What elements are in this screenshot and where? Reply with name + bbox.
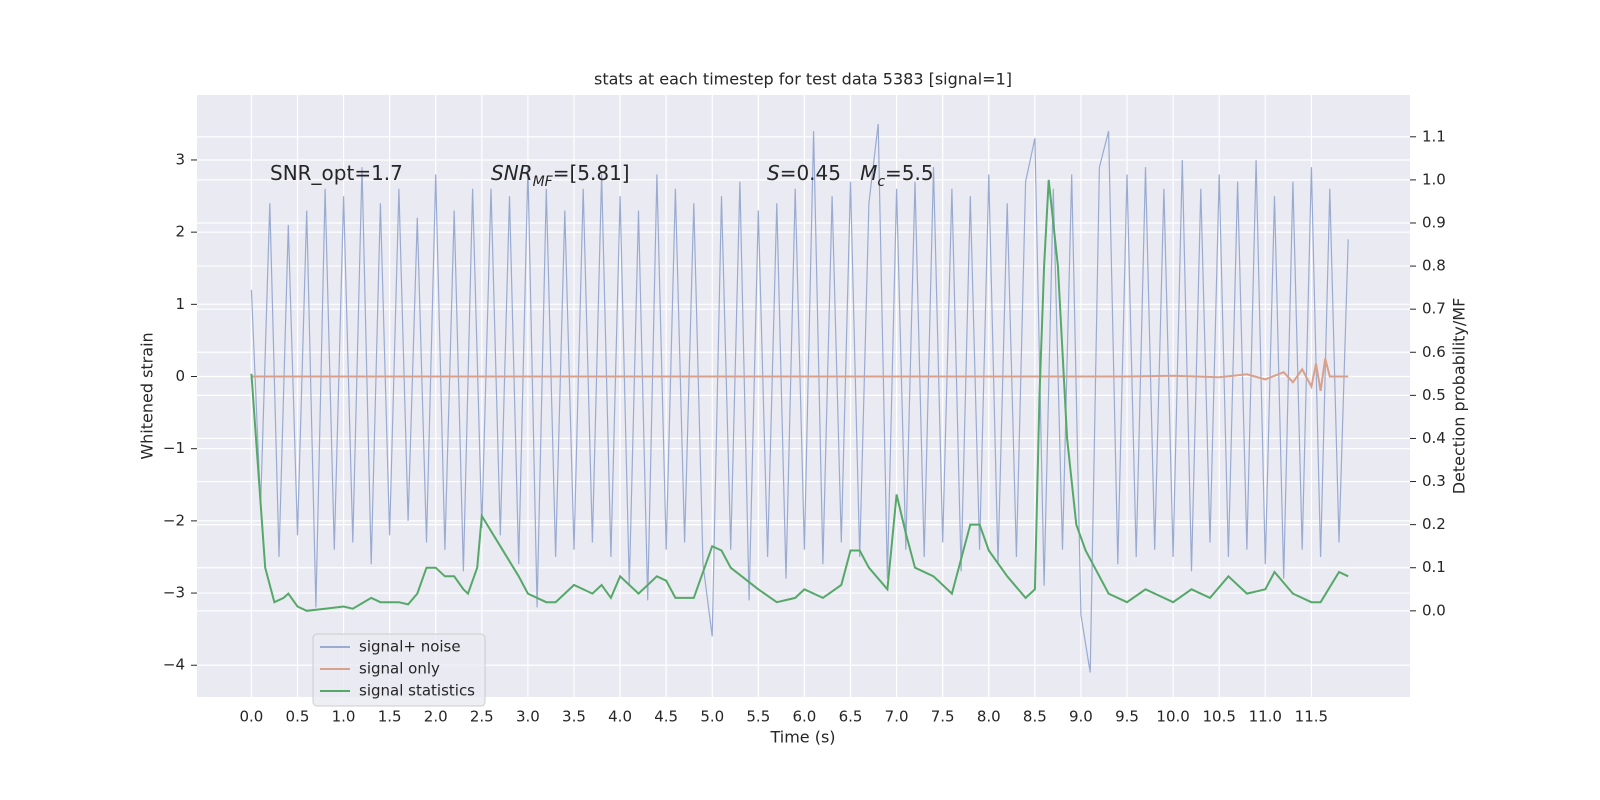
y2-tick-label: 0.0 — [1422, 601, 1446, 619]
x-tick-label: 1.0 — [332, 708, 356, 726]
x-tick-label: 10.5 — [1202, 708, 1235, 726]
y2-tick-label: 1.1 — [1422, 127, 1446, 145]
x-tick-label: 4.5 — [654, 708, 678, 726]
x-tick-label: 11.5 — [1295, 708, 1328, 726]
annotation-part: SNR — [491, 161, 533, 185]
y-tick-label: −1 — [163, 439, 185, 457]
x-tick-label: 8.5 — [1023, 708, 1047, 726]
annotation: S=0.45 Mc=5.5 — [767, 161, 934, 191]
y2-axis-label: Detection probability/MF — [1450, 298, 1469, 495]
y2-tick-label: 0.7 — [1422, 300, 1446, 318]
y-tick-label: 2 — [175, 223, 185, 241]
y-tick-label: −2 — [163, 511, 185, 529]
y-tick-label: 1 — [175, 295, 185, 313]
y-tick-label: −4 — [163, 656, 185, 674]
plot-area — [197, 95, 1410, 697]
series-line — [251, 358, 1349, 392]
x-tick-label: 9.5 — [1115, 708, 1139, 726]
x-tick-label: 9.0 — [1069, 708, 1093, 726]
x-tick-label: 4.0 — [608, 708, 632, 726]
x-tick-label: 5.5 — [746, 708, 770, 726]
x-tick-label: 3.0 — [516, 708, 540, 726]
x-tick-label: 6.0 — [792, 708, 816, 726]
x-tick-label: 7.0 — [885, 708, 909, 726]
annotation: SNRMF=[5.81] — [491, 161, 630, 191]
annotation-part: MF — [533, 174, 554, 190]
annotation-part: SNR_opt=1.7 — [270, 161, 403, 185]
legend-label: signal only — [359, 660, 440, 678]
x-tick-label: 2.0 — [424, 708, 448, 726]
annotation-part: S — [767, 161, 780, 185]
x-tick-label: 1.5 — [378, 708, 402, 726]
legend-label: signal statistics — [359, 682, 475, 700]
annotation-part: c — [877, 174, 885, 190]
y2-tick-label: 0.2 — [1422, 515, 1446, 533]
marks — [250, 123, 1349, 673]
y2-tick-label: 0.9 — [1422, 213, 1446, 231]
series-line — [250, 179, 1349, 612]
x-tick-label: 7.5 — [931, 708, 955, 726]
annotation-part: M — [860, 161, 877, 185]
series-line — [250, 123, 1349, 673]
annotation: SNR_opt=1.7 — [270, 161, 403, 185]
annotation-part: =[5.81] — [553, 161, 630, 185]
y-tick-label: 0 — [175, 367, 185, 385]
y2-tick-label: 1.0 — [1422, 170, 1446, 188]
annotation-part: =5.5 — [885, 161, 934, 185]
y2-tick-label: 0.5 — [1422, 386, 1446, 404]
chart-title: stats at each timestep for test data 538… — [594, 70, 1012, 89]
x-tick-label: 8.0 — [977, 708, 1001, 726]
y2-tick-label: 0.8 — [1422, 257, 1446, 275]
x-tick-label: 0.5 — [286, 708, 310, 726]
x-tick-label: 6.5 — [839, 708, 863, 726]
y2-tick-label: 0.3 — [1422, 472, 1446, 490]
x-tick-label: 5.0 — [700, 708, 724, 726]
x-tick-label: 11.0 — [1249, 708, 1282, 726]
x-tick-label: 2.5 — [470, 708, 494, 726]
y-axis-label: Whitened strain — [138, 332, 157, 459]
annotation-part: =0.45 — [780, 161, 860, 185]
x-tick-label: 10.0 — [1156, 708, 1189, 726]
y-tick-label: −3 — [163, 584, 185, 602]
y2-tick-label: 0.6 — [1422, 343, 1446, 361]
legend: signal+ noise signal only signal statistic… — [312, 633, 486, 707]
y2-tick-label: 0.4 — [1422, 429, 1446, 447]
legend-box — [312, 633, 486, 707]
x-tick-label: 3.5 — [562, 708, 586, 726]
x-axis-label: Time (s) — [769, 728, 835, 747]
y-tick-label: 3 — [175, 150, 185, 168]
legend-label: signal+ noise — [359, 638, 461, 656]
x-tick-label: 0.0 — [239, 708, 263, 726]
y2-tick-label: 0.1 — [1422, 558, 1446, 576]
